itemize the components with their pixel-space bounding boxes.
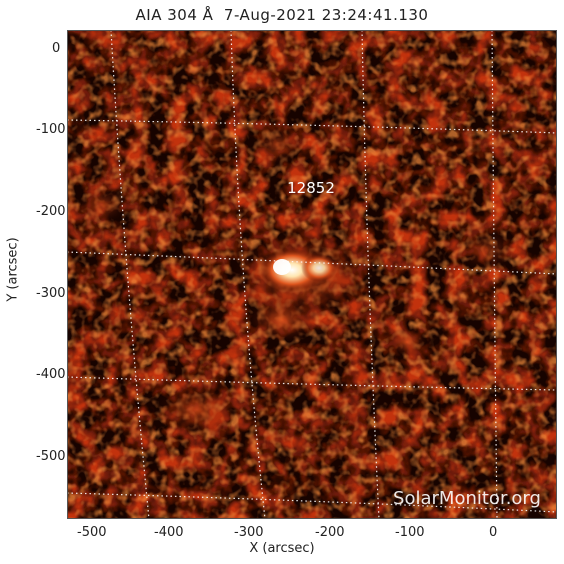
solar-image-plot: 12852 SolarMonitor.org	[67, 30, 557, 519]
y-tick-label: 0	[52, 41, 61, 56]
y-tick-label: -400	[36, 367, 66, 382]
y-tick-label: -100	[36, 122, 66, 137]
x-axis-label: X (arcsec)	[249, 541, 315, 556]
y-tick-label: -200	[36, 204, 66, 219]
x-tick-label: 0	[489, 525, 498, 540]
watermark: SolarMonitor.org	[393, 488, 541, 509]
plot-frame	[67, 30, 557, 519]
y-tick-label: -500	[36, 449, 66, 464]
region-label: 12852	[287, 179, 335, 197]
x-tick-label: -400	[154, 525, 184, 540]
active-region-12852	[77, 125, 517, 435]
x-tick-label: -500	[77, 525, 107, 540]
image-title: AIA 304 Å 7-Aug-2021 23:24:41.130	[135, 6, 429, 24]
x-tick-label: -300	[234, 525, 264, 540]
x-tick-label: -100	[395, 525, 425, 540]
y-axis-label: Y (arcsec)	[5, 237, 21, 302]
x-tick-label: -200	[315, 525, 345, 540]
y-tick-label: -300	[36, 286, 66, 301]
heliographic-grid	[67, 30, 557, 519]
